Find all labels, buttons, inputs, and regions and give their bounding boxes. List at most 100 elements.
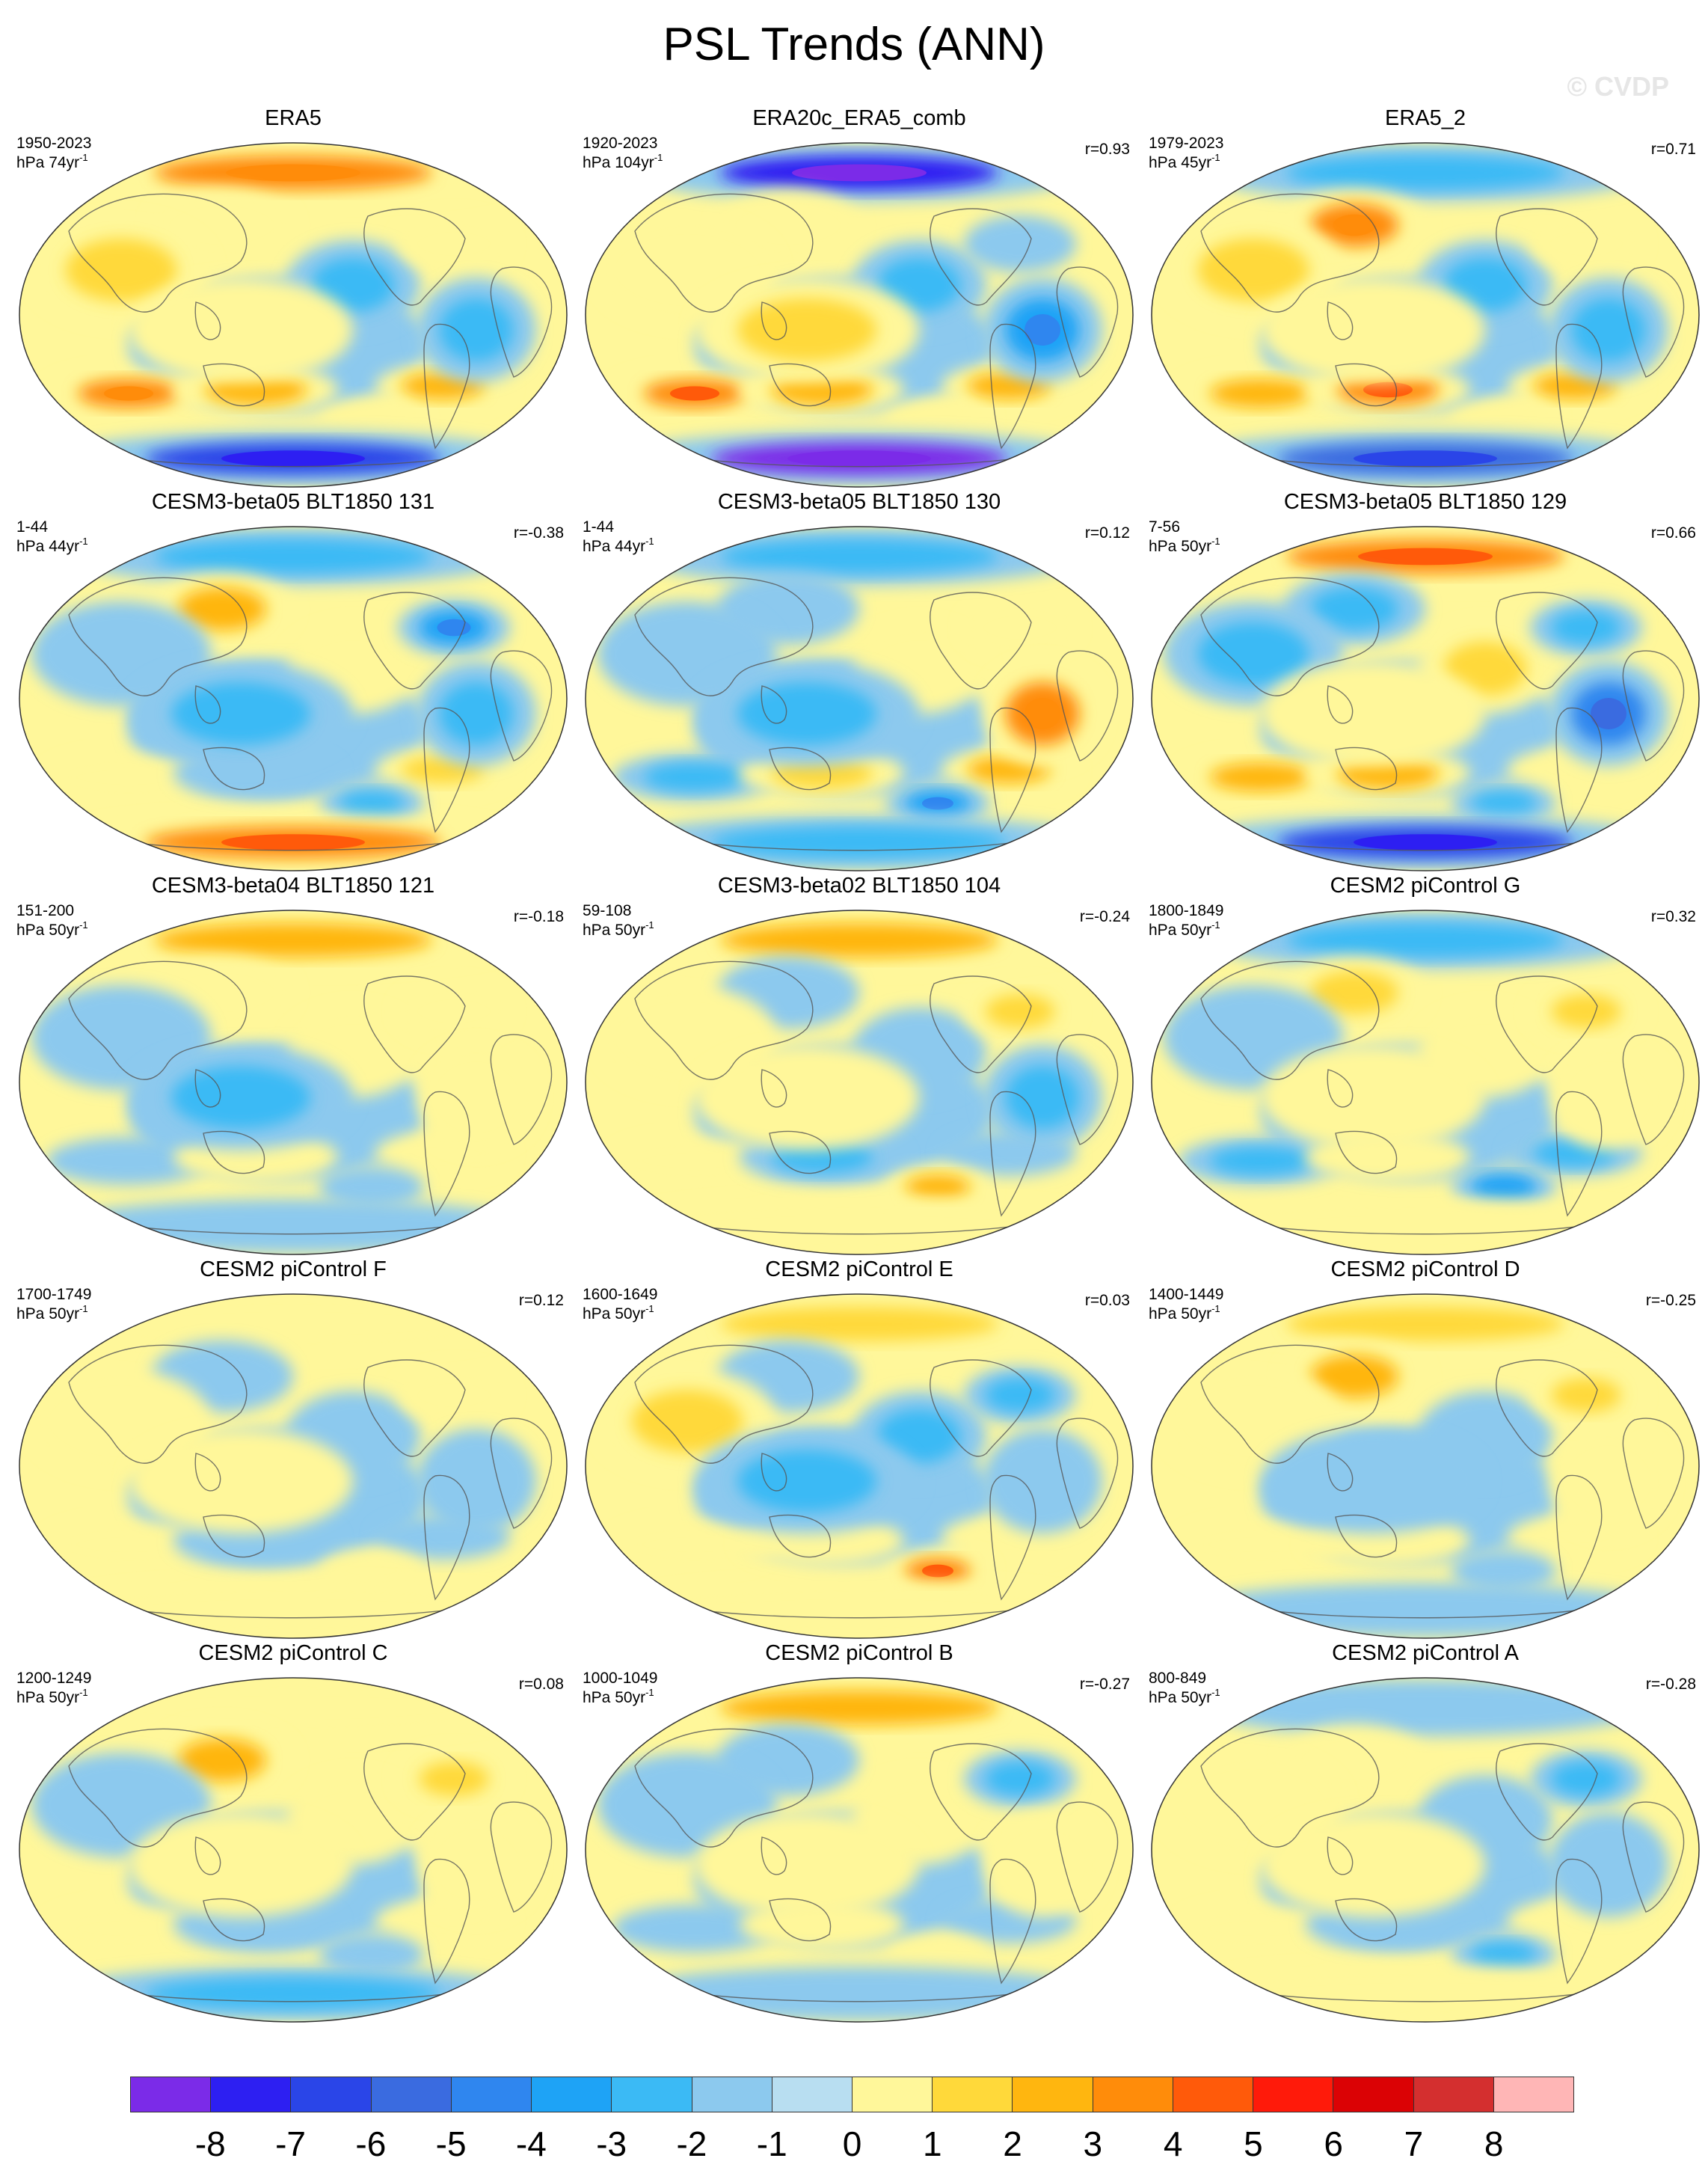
trend-anomaly-core — [439, 298, 514, 361]
coastline — [68, 1728, 248, 1848]
colorbar-tick-label: 0 — [842, 2124, 862, 2163]
trend-anomaly-core — [178, 1738, 266, 1782]
coastline — [490, 1418, 553, 1529]
units-suffix: yr — [1198, 1689, 1212, 1706]
period-label: 800-849 — [1149, 1670, 1207, 1687]
coastline — [68, 193, 248, 313]
trend-anomaly-peak — [1354, 450, 1497, 467]
units-value: 50 — [1181, 538, 1199, 555]
coastline — [989, 707, 1036, 833]
trend-anomaly-core — [1310, 971, 1398, 1014]
coastline — [423, 1091, 470, 1217]
map-panel: CESM3-beta05 BLT1850 130 1-44 hPa 44yr-1 r=… — [578, 490, 1140, 874]
coastline — [203, 1514, 265, 1558]
coastline — [672, 1221, 1047, 1235]
colorbar-tick-label: -2 — [676, 2124, 707, 2163]
units-suffix: yr — [66, 1689, 80, 1706]
units-prefix: hPa — [1149, 1305, 1182, 1323]
coastline — [634, 193, 814, 313]
units-suffix: yr — [66, 538, 80, 555]
trend-anomaly-outer — [319, 1550, 424, 1592]
units-label: hPa 44yr-1 — [583, 536, 654, 557]
trend-anomaly-core — [204, 374, 307, 405]
trend-anomaly-outer — [319, 399, 424, 441]
trend-anomaly-core — [1209, 1146, 1312, 1176]
colorbar-box — [1413, 2077, 1494, 2112]
trend-anomaly-outer — [46, 1904, 211, 1952]
trend-anomaly-outer — [964, 599, 1076, 656]
units-value: 44 — [49, 538, 67, 555]
colorbar-tick-label: -6 — [355, 2124, 387, 2163]
trend-anomaly-peak — [670, 386, 719, 401]
coastline — [634, 1728, 814, 1848]
trend-anomaly-peak — [1363, 381, 1413, 398]
trend-anomaly-outer — [1261, 1429, 1485, 1533]
period-label: 1-44 — [583, 518, 615, 536]
coastline — [1555, 1858, 1603, 1985]
colorbar-box — [291, 2077, 372, 2112]
coastline — [634, 960, 814, 1080]
coastline — [203, 1898, 265, 1942]
pattern-correlation: r=0.32 — [1650, 908, 1696, 925]
trend-anomaly-core — [1286, 923, 1564, 957]
coastline — [1622, 1034, 1685, 1145]
panel-title: CESM2 piControl C — [198, 1641, 388, 1665]
coastline — [68, 577, 248, 696]
coastline — [105, 453, 481, 468]
units-label: hPa 45yr-1 — [1149, 153, 1220, 173]
colorbar-tick-label: 5 — [1244, 2124, 1263, 2163]
coastline — [1555, 1474, 1603, 1601]
panel-title: CESM2 piControl E — [765, 1257, 953, 1281]
coastline — [1327, 301, 1354, 340]
trend-anomaly-outer — [695, 1812, 919, 1917]
coastline — [672, 837, 1047, 851]
units-suffix: yr — [1198, 538, 1212, 555]
trend-anomaly-outer — [1261, 278, 1485, 382]
trend-anomaly-outer — [398, 1367, 510, 1423]
units-label: hPa 104yr-1 — [583, 153, 663, 173]
colorbar-tick-label: 6 — [1324, 2124, 1343, 2163]
coastline — [194, 685, 221, 724]
coastline — [1238, 837, 1613, 851]
period-label: 1-44 — [16, 518, 49, 536]
coastline — [989, 1474, 1036, 1601]
colorbar-box — [131, 2077, 212, 2112]
trend-anomaly-outer — [398, 983, 510, 1040]
trend-map — [1151, 1293, 1700, 1639]
trend-anomaly-core — [1471, 791, 1537, 816]
coastline — [1555, 707, 1603, 833]
units-prefix: hPa — [583, 538, 615, 555]
units-value: 50 — [1181, 922, 1199, 939]
trend-anomaly-core — [339, 791, 405, 816]
coastline — [1200, 577, 1380, 696]
colorbar-tick-label: -3 — [596, 2124, 627, 2163]
coastline — [930, 1743, 1032, 1841]
trend-anomaly-outer — [129, 1812, 353, 1917]
coastline — [634, 577, 814, 696]
colorbar-box — [1333, 2077, 1414, 2112]
coastline — [1200, 193, 1380, 313]
trend-anomaly-core — [1209, 762, 1312, 792]
page-title: PSL Trends (ANN) — [663, 19, 1045, 70]
units-prefix: hPa — [583, 1305, 615, 1323]
map-panel: CESM3-beta05 BLT1850 131 1-44 hPa 44yr-1 r=… — [12, 490, 574, 874]
trend-anomaly-core — [770, 1141, 873, 1173]
trend-anomaly-peak — [1333, 214, 1376, 236]
panel-title: CESM3-beta02 BLT1850 104 — [717, 874, 1001, 898]
units-label: hPa 50yr-1 — [1149, 920, 1220, 940]
colorbar-box — [371, 2077, 452, 2112]
panel-title: CESM2 piControl G — [1330, 874, 1521, 898]
trend-anomaly-outer — [1452, 399, 1556, 441]
panel-title: CESM3-beta05 BLT1850 130 — [717, 490, 1001, 514]
trend-anomaly-core — [1551, 994, 1621, 1029]
trend-anomaly-outer — [1261, 1812, 1485, 1917]
map-panel: CESM3-beta05 BLT1850 129 7-56 hPa 50yr-1 r=… — [1144, 490, 1707, 874]
trend-anomaly-peak — [226, 164, 360, 182]
colorbar-tick-label: 2 — [1003, 2124, 1022, 2163]
units-suffix: yr — [1198, 922, 1212, 939]
map-panel: CESM2 piControl B 1000-1049 hPa 50yr-1 r=-0… — [578, 1641, 1140, 2025]
units-value: 50 — [615, 922, 633, 939]
trend-anomaly-core — [1551, 1762, 1621, 1796]
coastline — [1622, 266, 1685, 378]
coastline — [1200, 1344, 1380, 1464]
